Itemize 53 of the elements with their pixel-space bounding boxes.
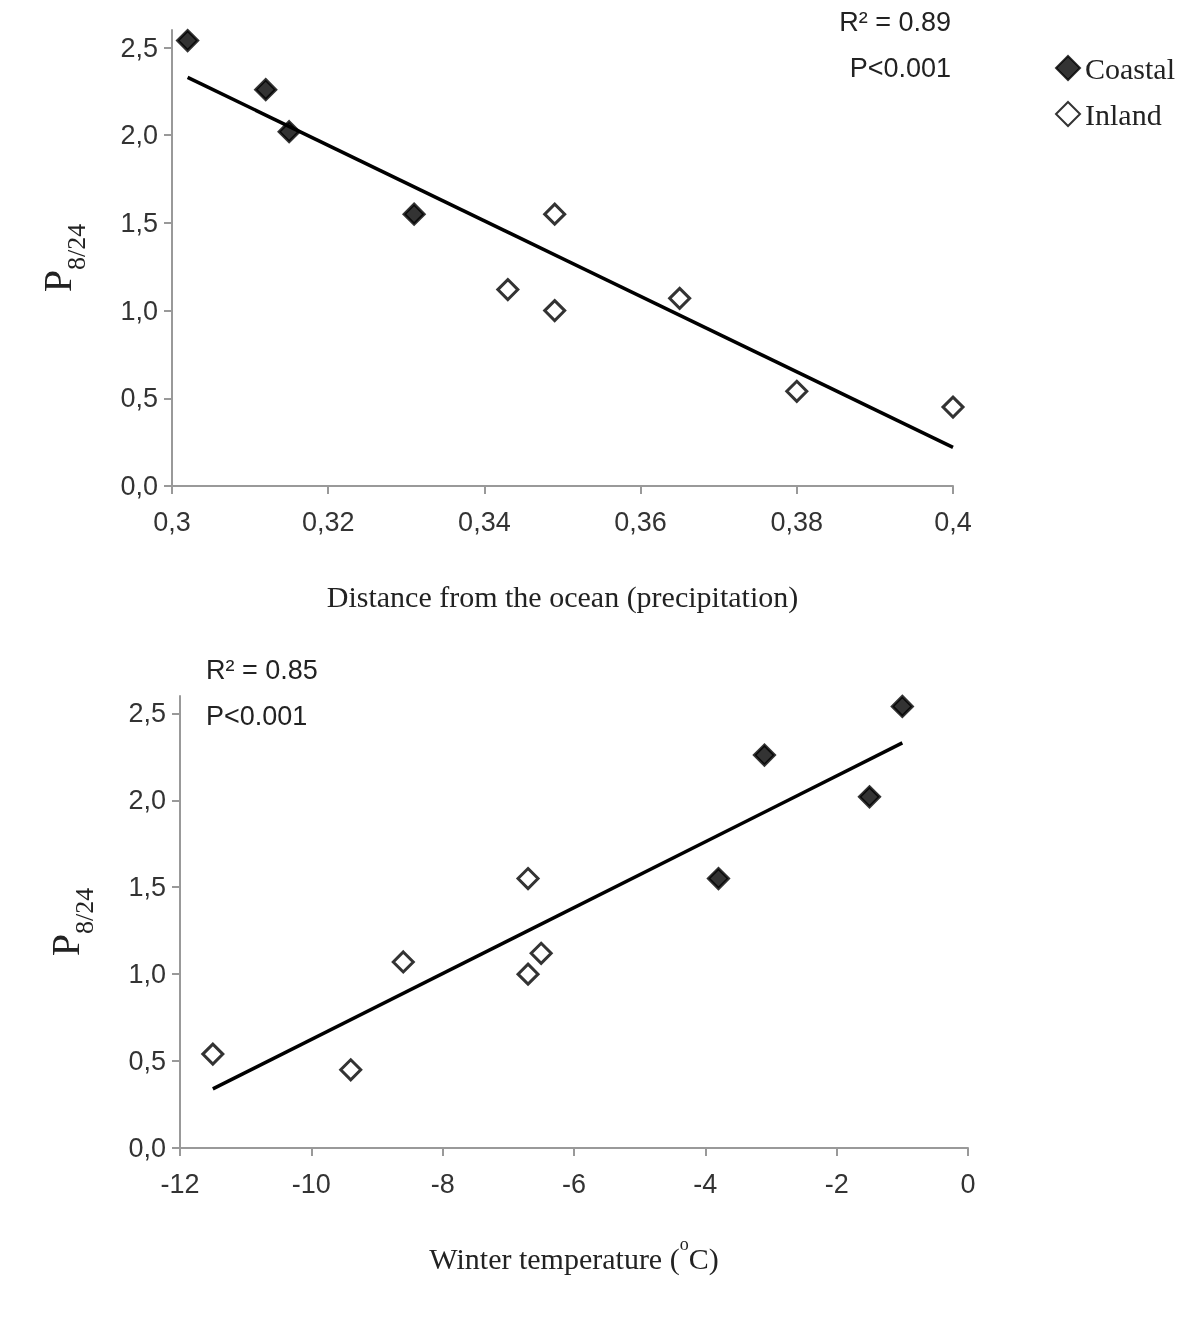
x-tick-label: 0,3 — [153, 506, 191, 537]
y-tick-label: 0,5 — [120, 383, 158, 414]
x-axis-title: Distance from the ocean (precipitation) — [326, 579, 799, 614]
x-tick-label: -4 — [693, 1168, 718, 1199]
x-tick-label: -6 — [561, 1168, 587, 1199]
point — [543, 299, 567, 323]
y-tick-label: 2,5 — [128, 698, 166, 729]
point — [785, 379, 809, 403]
y-tick-label: 0,0 — [120, 471, 158, 501]
y-tick-label: 1,5 — [128, 872, 166, 903]
point — [496, 278, 520, 302]
x-tick-label: -12 — [160, 1168, 200, 1199]
legend-label: Coastal — [1085, 51, 1176, 85]
point — [858, 785, 881, 809]
text: R² = 0.85 — [206, 654, 318, 685]
y-tick-label: 2,0 — [120, 120, 158, 151]
point — [201, 1042, 225, 1066]
point — [402, 202, 426, 226]
legend-label: Inland — [1085, 97, 1162, 131]
x-tick-label: 0,36 — [614, 506, 667, 537]
x-tick-label: 0,34 — [458, 506, 511, 537]
y-tick-label: 0,0 — [128, 1133, 166, 1163]
x-tick-label: 0 — [960, 1168, 976, 1199]
point — [391, 950, 415, 974]
x-tick-label: -8 — [430, 1168, 455, 1199]
y-tick-label: 1,0 — [128, 959, 166, 990]
point — [339, 1058, 363, 1082]
point — [752, 743, 776, 767]
point — [890, 694, 914, 718]
annotation: P<0.001 — [206, 700, 308, 731]
point — [668, 286, 692, 310]
x-tick-label: -10 — [291, 1168, 331, 1199]
y-tick-label: 1,0 — [120, 295, 158, 326]
annotation: P<0.001 — [849, 52, 951, 83]
y-axis-title: P8/24 — [34, 223, 91, 293]
annotation: R² = 0.89 — [839, 6, 951, 37]
x-tick-label: 0,32 — [301, 506, 355, 537]
point — [529, 941, 553, 965]
y-tick-label: 1,5 — [120, 207, 158, 238]
x-tick-label: -2 — [824, 1168, 849, 1199]
point — [516, 962, 540, 986]
point — [516, 867, 540, 891]
y-tick-label: 2,5 — [120, 32, 158, 63]
x-tick-label: 0,38 — [770, 506, 824, 537]
y-tick-label: 2,0 — [128, 785, 166, 816]
point — [176, 29, 200, 53]
point — [706, 867, 730, 891]
y-tick-label: 0,5 — [128, 1046, 166, 1077]
point — [254, 78, 278, 102]
x-tick-label: 0,4 — [934, 506, 972, 537]
y-axis-title: P8/24 — [42, 887, 99, 957]
point — [543, 202, 567, 226]
point — [941, 395, 965, 419]
